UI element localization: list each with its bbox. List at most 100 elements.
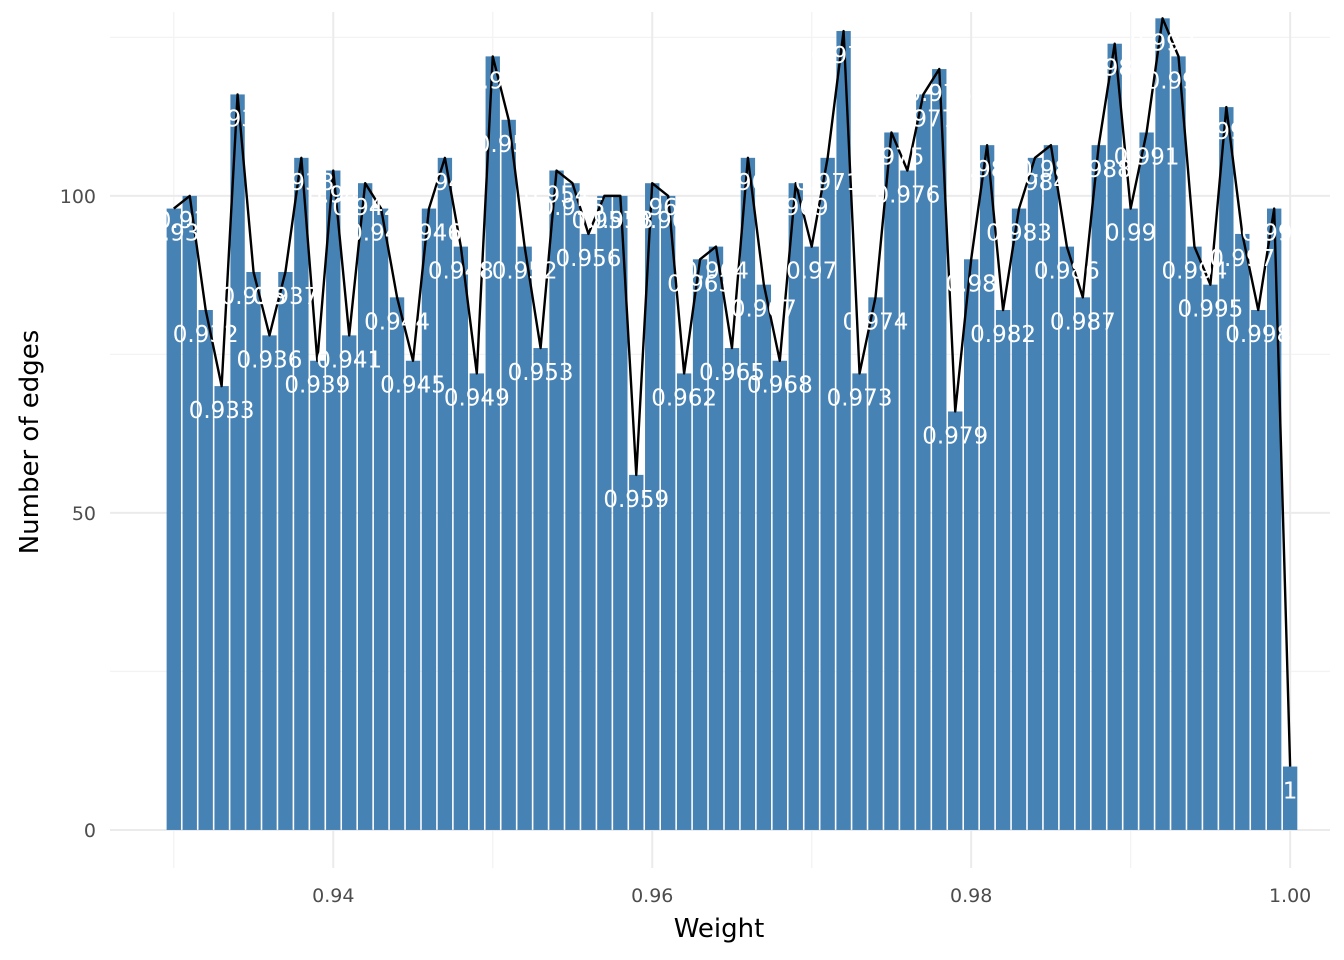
bar-label: 0.936 (237, 347, 303, 373)
bar-label: 0.967 (731, 297, 797, 323)
bar-label: 0.995 (1177, 297, 1243, 323)
bar-label: 0.994 (1162, 259, 1228, 285)
bar-label: 0.975 (859, 144, 925, 170)
bar (1043, 145, 1059, 830)
bar (549, 170, 564, 830)
bars (166, 18, 1298, 830)
bar-label: 0.971 (795, 170, 861, 196)
x-tick-label: 0.98 (950, 885, 992, 907)
bar (373, 208, 389, 830)
bar (948, 411, 963, 830)
bar (214, 386, 229, 830)
bar-label: 0.97 (786, 259, 837, 285)
bar (1187, 246, 1202, 830)
bar-label: 0.996 (1193, 119, 1259, 145)
bar-label: 0.984 (1002, 170, 1068, 196)
bar (294, 157, 309, 830)
bar (772, 360, 787, 830)
bar-label: 0.962 (651, 385, 717, 411)
x-tick-label: 0.96 (631, 885, 673, 907)
bar (979, 145, 995, 830)
bar-label: 0.934 (205, 106, 271, 132)
bar-label: 0.939 (284, 373, 350, 399)
bar (278, 271, 293, 830)
bar-label: 0.932 (173, 322, 239, 348)
bar-label: 0.987 (1050, 309, 1116, 335)
bar-label: 0.959 (603, 487, 669, 513)
bar (182, 195, 197, 830)
bar (900, 170, 915, 830)
bar-label: 0.988 (1066, 157, 1132, 183)
bar (724, 348, 740, 830)
bar (1011, 208, 1027, 830)
bar-labels: 0.930.931 0.932 0.933 0.934 0.935 0.936 0.937 0… (148, 30, 1307, 804)
bar-label: 0.965 (699, 360, 765, 386)
bar-label: 0.999 (1241, 221, 1307, 247)
bar-label: 0.966 (715, 170, 781, 196)
bar (501, 119, 516, 830)
bar-label: 0.974 (843, 309, 909, 335)
bar-label: 0.989 (1082, 56, 1148, 82)
x-tick-label: 0.94 (312, 885, 354, 907)
bar-label: 0.937 (252, 284, 318, 310)
bar-label: 0.948 (428, 259, 494, 285)
bar (469, 373, 484, 830)
bar (788, 183, 803, 830)
bar (820, 157, 835, 830)
bar (389, 297, 405, 830)
bar-label: 0.945 (380, 373, 446, 399)
x-tick-label: 1.00 (1269, 885, 1311, 907)
bar (1091, 145, 1106, 830)
bar (485, 56, 500, 830)
bar-label: 0.951 (476, 132, 542, 158)
bar (1123, 208, 1138, 830)
bar (1027, 157, 1043, 830)
bar (804, 246, 819, 830)
bar (740, 157, 756, 830)
bar-label: 0.957 (571, 208, 637, 234)
bar-label: 0.942 (332, 195, 398, 221)
y-axis-title: Number of edges (15, 330, 45, 555)
bar-label: 0.93 (148, 221, 199, 247)
bar (676, 373, 692, 830)
bar-label: 0.973 (827, 385, 893, 411)
bar-label: 0.977 (890, 106, 956, 132)
bar-label: 0.976 (874, 183, 940, 209)
bar-label: 0.953 (508, 360, 574, 386)
axes: 0.94 0.96 0.98 1.00 0 50 100 (60, 186, 1312, 907)
bar (565, 183, 580, 830)
bar (995, 310, 1011, 830)
bar-label: 0.992 (1130, 30, 1196, 56)
bar (629, 474, 644, 830)
bar (916, 94, 931, 830)
bar-label: 0.963 (667, 271, 733, 297)
y-tick-label: 100 (60, 186, 96, 208)
bar-label: 0.94 (308, 183, 359, 209)
bar (1251, 310, 1266, 830)
bar (932, 69, 947, 830)
bar-label: 0.956 (556, 246, 622, 272)
bar-label: 0.958 (587, 208, 653, 234)
bar (246, 271, 261, 830)
bar (421, 208, 437, 830)
bar-label: 0.949 (444, 385, 510, 411)
bar (884, 132, 899, 830)
bar-label: 0.998 (1225, 322, 1291, 348)
bar (836, 31, 851, 830)
bar-label: 0.99 (1105, 221, 1156, 247)
bar (310, 360, 325, 830)
bar (198, 310, 213, 830)
bar (533, 348, 548, 830)
bar-label: 0.935 (221, 284, 287, 310)
bar (1267, 208, 1282, 830)
bar (597, 195, 612, 830)
bar (453, 246, 469, 830)
bar-label: 0.964 (683, 259, 749, 285)
bar-label: 0.978 (906, 81, 972, 107)
bar (342, 335, 357, 830)
bar-label: 0.981 (954, 157, 1020, 183)
bar-label: 0.944 (364, 309, 430, 335)
bar-label: 0.968 (747, 373, 813, 399)
